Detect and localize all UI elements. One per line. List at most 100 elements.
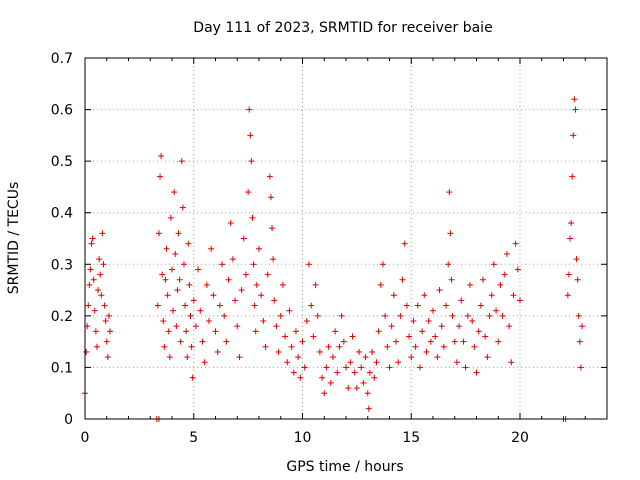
data-point	[165, 328, 172, 335]
data-point	[270, 256, 277, 263]
data-point	[245, 189, 252, 196]
data-point	[499, 312, 506, 319]
data-point	[571, 96, 578, 103]
data-point	[155, 230, 162, 237]
data-point	[303, 318, 310, 325]
data-point	[183, 328, 190, 335]
data-point	[334, 369, 341, 376]
data-point	[573, 256, 580, 263]
data-point	[490, 261, 497, 268]
data-point	[375, 328, 382, 335]
data-point	[427, 338, 434, 345]
x-axis-label: GPS time / hours	[286, 459, 403, 475]
data-point	[282, 333, 289, 340]
data-point	[349, 333, 356, 340]
data-point	[262, 343, 269, 350]
data-point	[221, 312, 228, 319]
data-point	[253, 281, 260, 288]
data-point	[187, 312, 194, 319]
data-point	[436, 287, 443, 294]
data-point	[163, 245, 170, 252]
y-tick-label: 0.1	[51, 360, 73, 376]
data-point	[88, 240, 95, 247]
data-point	[214, 348, 221, 355]
data-point	[514, 266, 521, 273]
data-point	[199, 338, 206, 345]
data-point	[453, 359, 460, 366]
data-point	[308, 302, 315, 309]
data-point	[572, 106, 579, 113]
data-point	[577, 364, 584, 371]
data-point	[248, 158, 255, 165]
data-point	[393, 338, 400, 345]
data-point	[501, 271, 508, 278]
data-point	[475, 328, 482, 335]
data-point	[412, 343, 419, 350]
data-point	[395, 359, 402, 366]
data-point	[250, 261, 257, 268]
data-point	[301, 364, 308, 371]
data-point	[185, 240, 192, 247]
data-point	[316, 348, 323, 355]
data-point	[210, 292, 217, 299]
data-point	[336, 343, 343, 350]
x-tick-label: 10	[294, 430, 312, 446]
data-point	[570, 132, 577, 139]
data-point	[512, 240, 519, 247]
y-tick-label: 0.5	[51, 154, 73, 170]
data-point	[284, 359, 291, 366]
data-point	[482, 333, 489, 340]
data-point	[240, 235, 247, 242]
data-point	[497, 281, 504, 288]
data-point	[401, 240, 408, 247]
data-point	[264, 271, 271, 278]
data-point	[242, 271, 249, 278]
data-point	[98, 292, 105, 299]
y-tick-label: 0.4	[51, 206, 73, 222]
data-point	[279, 281, 286, 288]
data-point	[227, 220, 234, 227]
data-point	[430, 307, 436, 314]
data-point	[321, 390, 328, 397]
data-point	[99, 230, 106, 237]
data-point	[327, 379, 334, 386]
data-point	[323, 364, 330, 371]
data-point	[347, 359, 354, 366]
data-point	[195, 266, 202, 273]
data-point	[416, 364, 423, 371]
data-point	[484, 354, 491, 361]
y-tick-label: 0.6	[51, 103, 73, 119]
data-point	[312, 281, 319, 288]
data-point	[384, 343, 391, 350]
data-point	[373, 359, 380, 366]
data-point	[446, 189, 453, 196]
data-point	[576, 338, 583, 345]
data-point	[203, 281, 210, 288]
data-point	[425, 318, 432, 325]
data-point	[101, 302, 108, 309]
data-point	[466, 281, 473, 288]
data-point	[179, 204, 186, 211]
data-point	[277, 312, 284, 319]
data-point	[97, 271, 104, 278]
data-point	[414, 302, 421, 309]
data-point	[306, 261, 313, 268]
y-tick-label: 0.3	[51, 257, 73, 273]
data-point	[197, 307, 204, 314]
data-point	[462, 364, 469, 371]
data-point	[508, 359, 515, 366]
data-point	[564, 292, 571, 299]
data-point	[229, 256, 236, 263]
data-point	[403, 302, 410, 309]
data-point	[397, 312, 404, 319]
data-point	[486, 312, 493, 319]
data-point	[574, 276, 581, 283]
x-tick-label: 5	[189, 430, 198, 446]
data-point	[177, 338, 184, 345]
data-point	[266, 173, 273, 180]
data-point	[246, 106, 253, 113]
data-point	[86, 281, 93, 288]
data-point	[290, 369, 297, 376]
data-point	[390, 292, 397, 299]
